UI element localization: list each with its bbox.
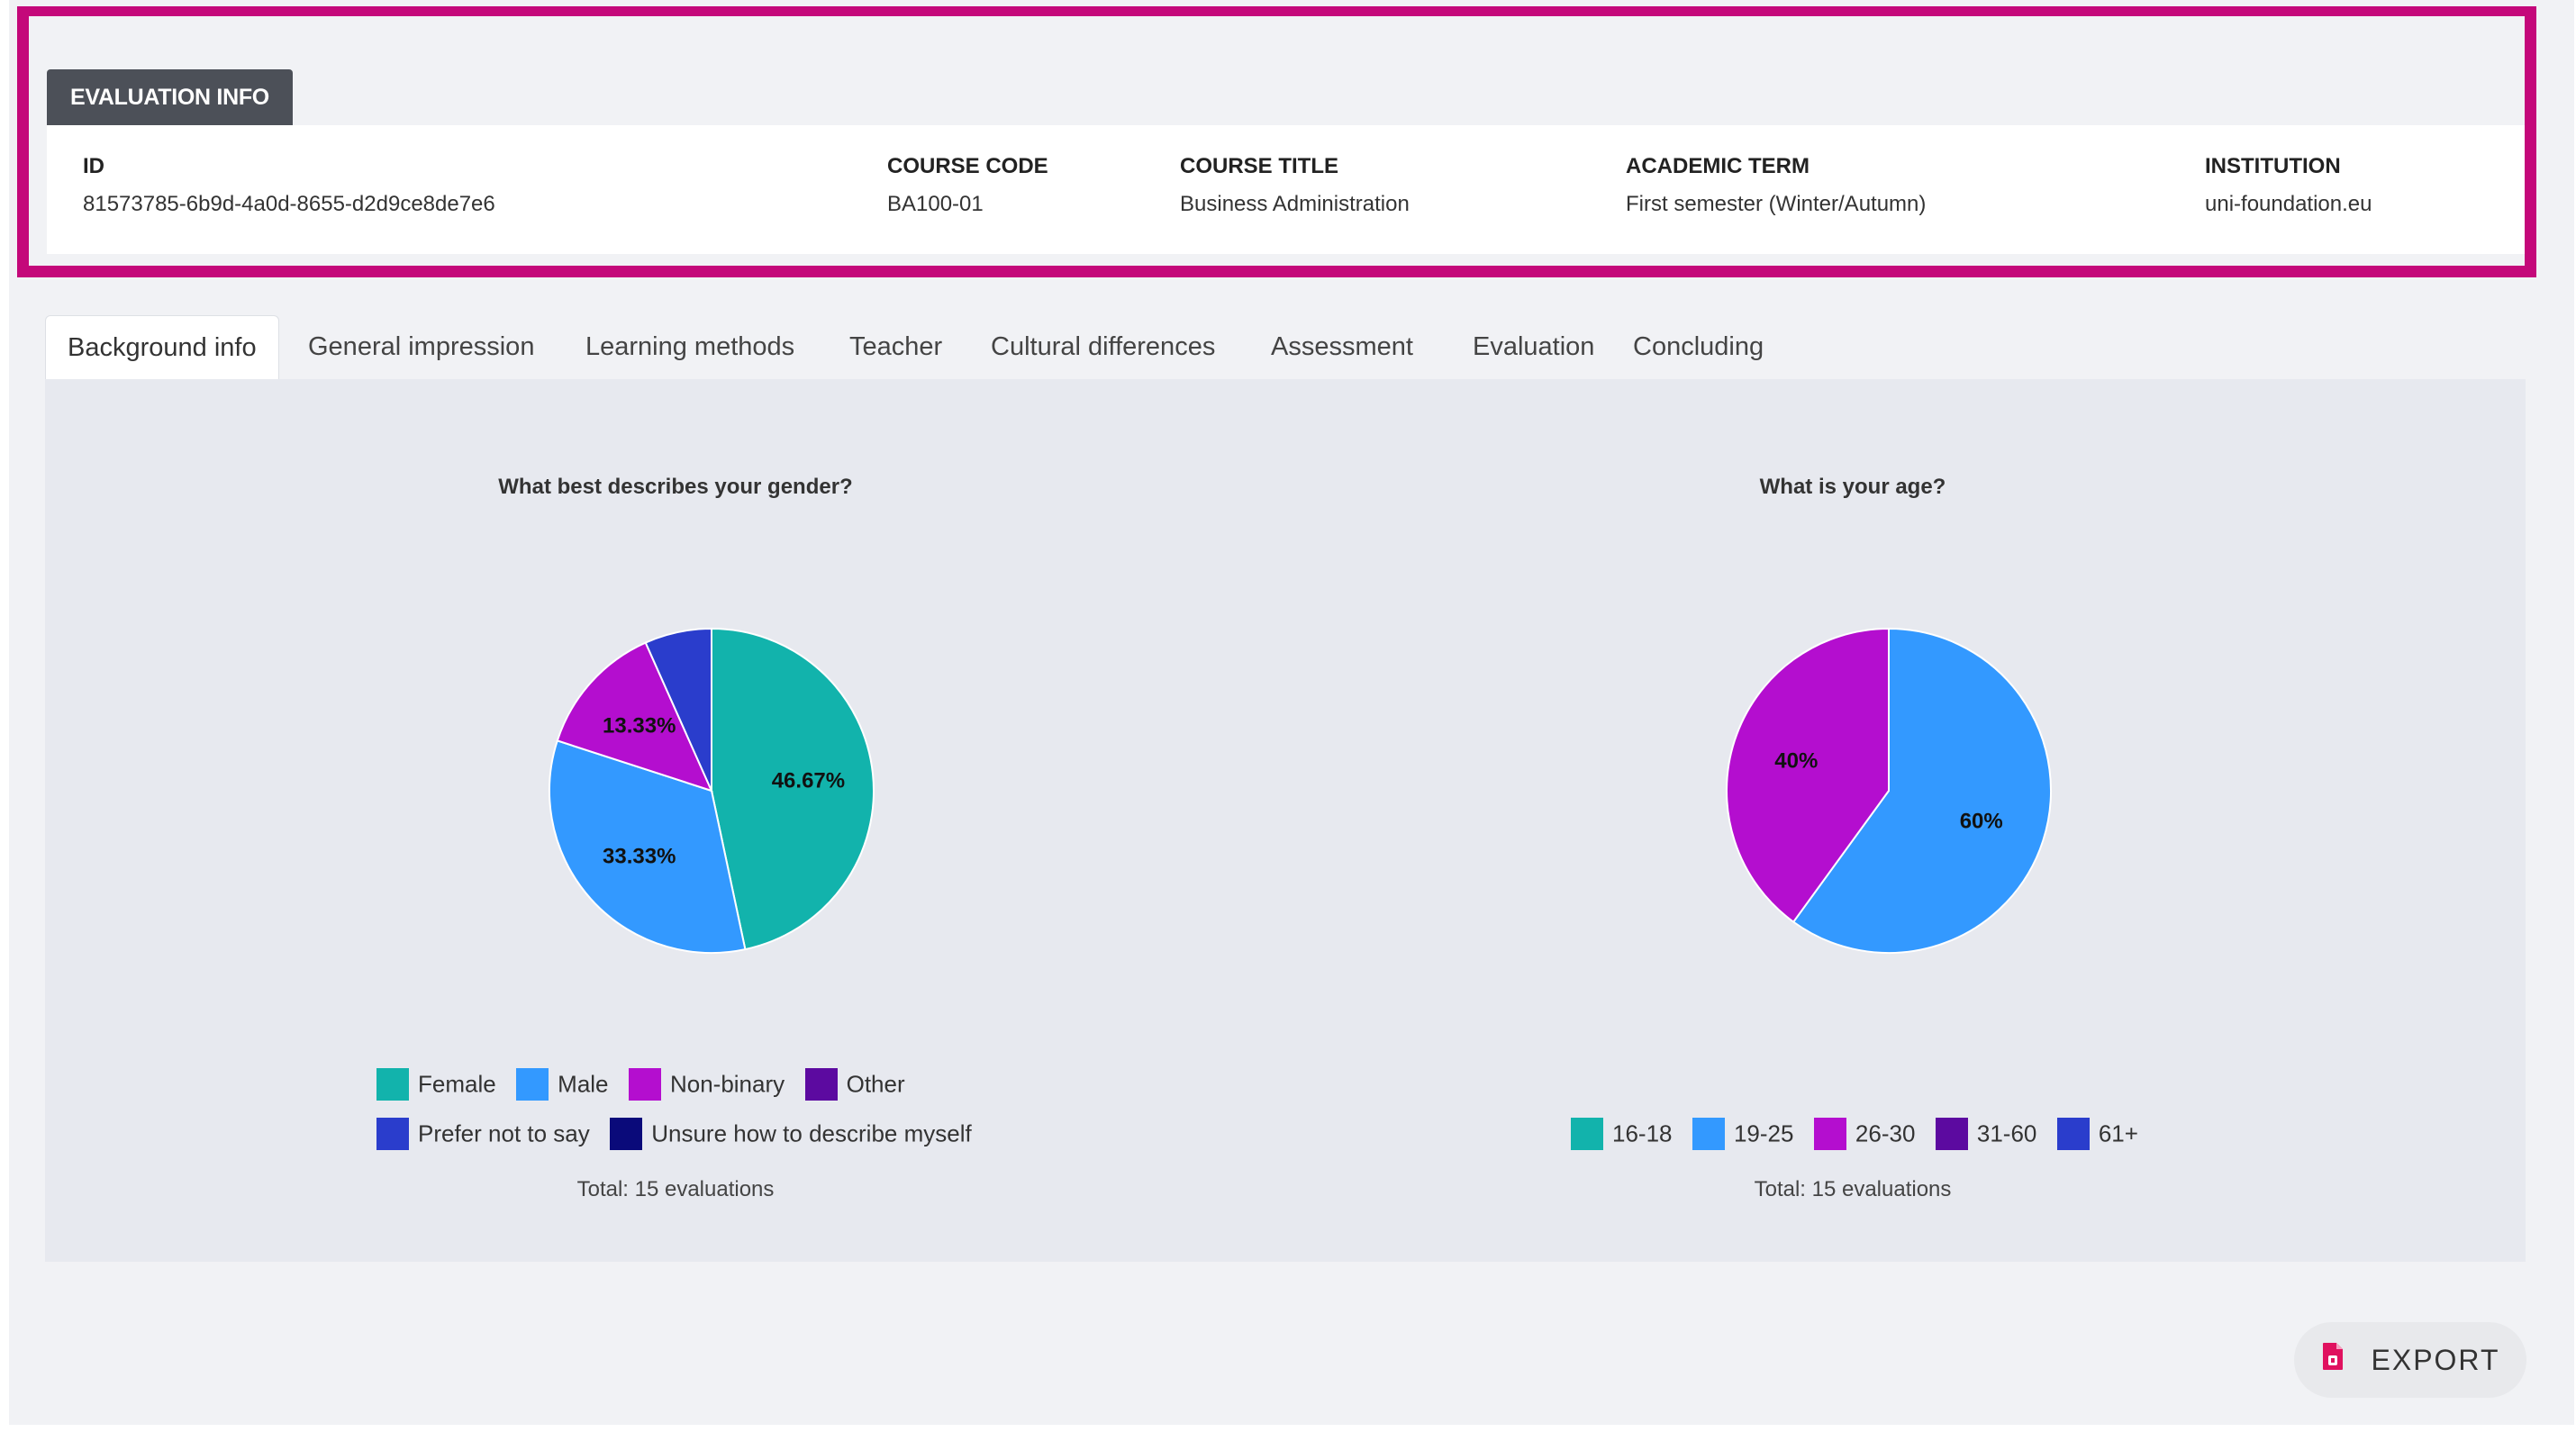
gender-chart: What best describes your gender? 46.67% 3… — [90, 379, 1261, 1262]
pie-data-label: 33.33% — [603, 844, 676, 868]
legend-swatch — [376, 1118, 409, 1150]
pie-data-label: 13.33% — [603, 714, 676, 739]
legend-label: Non-binary — [669, 1070, 785, 1098]
evaluation-info-card: ID 81573785-6b9d-4a0d-8655-d2d9ce8de7e6 … — [47, 125, 2526, 254]
pie-slice-19-25[interactable] — [1791, 627, 2052, 954]
legend-other[interactable]: Other — [804, 1068, 905, 1101]
legend-swatch — [376, 1068, 409, 1101]
info-value: 81573785-6b9d-4a0d-8655-d2d9ce8de7e6 — [83, 192, 495, 216]
pie-slice-non-binary[interactable] — [556, 641, 713, 793]
chart-total: Total: 15 evaluations — [1754, 1177, 1952, 1201]
info-field-course-title: COURSE TITLE Business Administration — [1180, 154, 1410, 217]
legend-16-18[interactable]: 16-18 — [1571, 1118, 1673, 1150]
tab-evaluation[interactable]: Evaluation — [1473, 332, 1595, 361]
legend-swatch — [2056, 1118, 2090, 1150]
pie-slice-male[interactable] — [549, 739, 747, 954]
legend-row: 16-18 19-25 26-30 31-60 61+ — [1571, 1118, 2154, 1150]
tab-general-impression[interactable]: General impression — [308, 332, 535, 361]
tab-teacher[interactable]: Teacher — [849, 332, 943, 361]
tab-concluding[interactable]: Concluding — [1633, 332, 1764, 361]
pie-slice-female[interactable] — [711, 627, 875, 951]
info-label: COURSE CODE — [887, 154, 1048, 178]
legend-61-plus[interactable]: 61+ — [2056, 1118, 2138, 1150]
legend-label: Prefer not to say — [418, 1119, 590, 1147]
legend-swatch — [1813, 1118, 1846, 1150]
legend-label: Unsure how to describe myself — [651, 1119, 972, 1147]
legend-swatch — [1935, 1118, 1968, 1150]
legend-non-binary[interactable]: Non-binary — [628, 1068, 785, 1101]
export-label: EXPORT — [2371, 1343, 2500, 1376]
legend-swatch — [1692, 1118, 1725, 1150]
info-value: uni-foundation.eu — [2205, 192, 2372, 216]
legend-label: Female — [418, 1070, 496, 1098]
pdf-file-icon — [2321, 1342, 2345, 1378]
info-label: ID — [83, 154, 104, 178]
info-value: Business Administration — [1180, 192, 1410, 216]
legend-swatch — [516, 1068, 549, 1101]
tab-background-info[interactable]: Background info — [45, 315, 279, 379]
legend-row: Prefer not to say Unsure how to describe… — [376, 1118, 988, 1150]
legend-label: 61+ — [2098, 1119, 2138, 1147]
legend-label: 19-25 — [1733, 1119, 1794, 1147]
info-field-academic-term: ACADEMIC TERM First semester (Winter/Aut… — [1626, 154, 1926, 217]
chart-title: What best describes your gender? — [498, 475, 853, 499]
age-pie: 60% 40% — [1726, 627, 2052, 954]
legend-swatch — [628, 1068, 661, 1101]
tab-cultural-differences[interactable]: Cultural differences — [991, 332, 1216, 361]
pie-slice-prefer-not-to-say[interactable] — [644, 627, 712, 792]
legend-prefer-not-to-say[interactable]: Prefer not to say — [376, 1118, 590, 1150]
legend-male[interactable]: Male — [516, 1068, 609, 1101]
export-button[interactable]: EXPORT — [2294, 1322, 2526, 1398]
legend-swatch — [610, 1118, 643, 1150]
pie-data-label: 60% — [1960, 809, 2003, 833]
legend-unsure[interactable]: Unsure how to describe myself — [610, 1118, 972, 1150]
legend-31-60[interactable]: 31-60 — [1935, 1118, 2037, 1150]
age-chart: What is your age? 60% 40% 16-18 19-25 26-… — [1267, 379, 2438, 1262]
legend-label: 31-60 — [1976, 1119, 2037, 1147]
highlight-frame — [17, 6, 2536, 277]
info-field-institution: INSTITUTION uni-foundation.eu — [2205, 154, 2372, 217]
background-info-panel: What best describes your gender? 46.67% 3… — [45, 379, 2526, 1262]
pie-data-label: 40% — [1774, 749, 1818, 774]
pie-slice-26-30[interactable] — [1726, 627, 1890, 924]
chart-title: What is your age? — [1759, 475, 1946, 499]
legend-26-30[interactable]: 26-30 — [1813, 1118, 1916, 1150]
tab-assessment[interactable]: Assessment — [1271, 332, 1413, 361]
info-value: BA100-01 — [887, 192, 984, 216]
pie-data-label: 46.67% — [772, 769, 845, 793]
legend-swatch — [804, 1068, 838, 1101]
chart-total: Total: 15 evaluations — [576, 1177, 775, 1201]
legend-swatch — [1571, 1118, 1603, 1150]
evaluation-info-tab: EVALUATION INFO — [47, 69, 293, 125]
gender-pie: 46.67% 33.33% 13.33% — [549, 627, 875, 954]
legend-label: Other — [846, 1070, 905, 1098]
legend-label: Male — [558, 1070, 609, 1098]
info-field-course-code: COURSE CODE BA100-01 — [887, 154, 1048, 217]
legend-19-25[interactable]: 19-25 — [1692, 1118, 1794, 1150]
legend-label: 16-18 — [1612, 1119, 1673, 1147]
legend-row: Female Male Non-binary Other — [376, 1068, 921, 1101]
page: EVALUATION INFO ID 81573785-6b9d-4a0d-86… — [9, 0, 2574, 1425]
info-label: INSTITUTION — [2205, 154, 2341, 178]
info-field-id: ID 81573785-6b9d-4a0d-8655-d2d9ce8de7e6 — [83, 154, 495, 217]
info-label: COURSE TITLE — [1180, 154, 1339, 178]
info-value: First semester (Winter/Autumn) — [1626, 192, 1927, 216]
tab-learning-methods[interactable]: Learning methods — [585, 332, 795, 361]
info-label: ACADEMIC TERM — [1626, 154, 1810, 178]
legend-label: 26-30 — [1855, 1119, 1916, 1147]
legend-female[interactable]: Female — [376, 1068, 496, 1101]
